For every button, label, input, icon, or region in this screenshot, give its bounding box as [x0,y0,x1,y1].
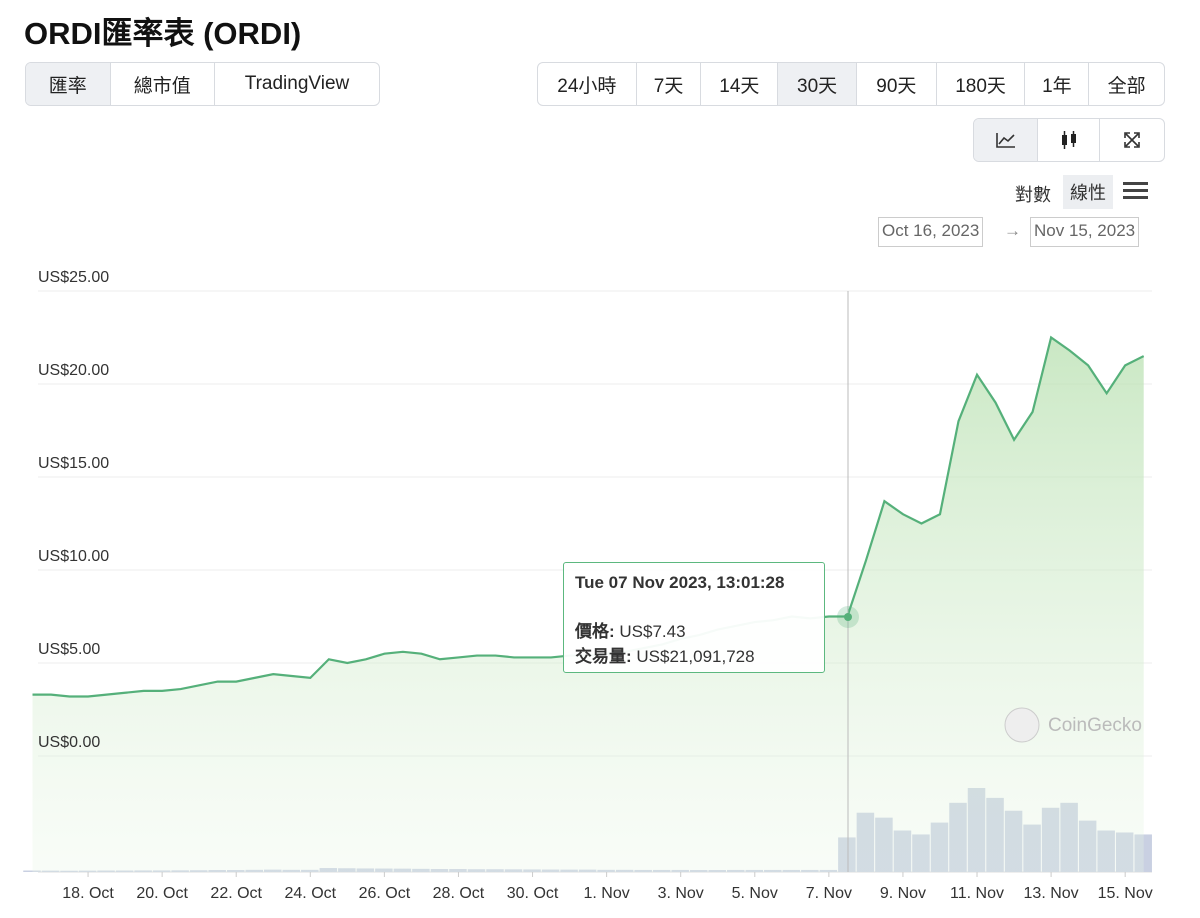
y-tick-label: US$5.00 [38,641,100,658]
tab[interactable]: 總市值 [111,63,215,105]
y-tick-label: US$25.00 [38,269,109,286]
x-tick-label: 18. Oct [62,885,114,902]
volume-bar [23,870,41,872]
tooltip-label: 交易量: [575,647,632,666]
range-button[interactable]: 全部 [1107,75,1146,97]
range-button[interactable]: 30天 [778,63,857,105]
date-from[interactable]: Oct 16, 2023 [878,217,984,247]
tooltip-date: Tue 07 Nov 2023, 13:01:28 [575,573,785,592]
x-tick-label: 30. Oct [507,885,559,902]
x-tick-label: 7. Nov [806,885,852,902]
tooltip: Tue 07 Nov 2023, 13:01:28 價格: US$7.43 交易… [563,562,825,673]
x-tick-label: 13. Nov [1024,885,1079,902]
range-group: 24小時 7天 14天 30天 90天 180天 1年 全部 [537,62,1165,106]
x-tick-label: 24. Oct [285,885,337,902]
x-tick-label: 20. Oct [136,885,188,902]
menu-button[interactable] [1123,182,1148,200]
icon [995,133,1015,148]
tooltip-value: US$7.43 [619,622,686,641]
x-tick-label: 11. Nov [950,885,1004,902]
chart-type-group [973,118,1165,162]
line-chart-button[interactable] [974,119,1039,161]
x-tick-label: 3. Nov [658,885,704,902]
tooltip-row: 交易量: US$21,091,728 [575,642,813,667]
x-tick-label: 28. Oct [433,885,485,902]
candlestick-button[interactable] [1038,119,1100,161]
tooltip-label: 價格: [575,622,615,641]
x-tick-label: 9. Nov [880,885,926,902]
tab[interactable]: TradingView [244,73,350,94]
tooltip-row: 價格: US$7.43 [575,617,813,642]
range-button[interactable]: 1年 [1025,63,1090,105]
x-tick-label: 1. Nov [583,885,629,902]
scale-option[interactable]: 線性 [1063,175,1113,209]
hover-dot [844,613,852,621]
watermark: CoinGecko [1048,715,1142,736]
y-tick-label: US$0.00 [38,734,100,751]
icon [1124,132,1140,148]
range-button[interactable]: 90天 [857,63,937,105]
range-button[interactable]: 14天 [701,63,779,105]
x-tick-label: 22. Oct [210,885,262,902]
date-arrow: → [1004,221,1021,240]
scale-option[interactable]: 對數 [1015,185,1051,205]
range-button[interactable]: 180天 [937,63,1026,105]
tab-group: 匯率 總市值 TradingView [25,62,380,106]
y-tick-label: US$20.00 [38,362,109,379]
x-tick-label: 26. Oct [359,885,411,902]
x-tick-label: 5. Nov [732,885,778,902]
date-to[interactable]: Nov 15, 2023 [1030,217,1140,247]
icon [1061,131,1076,149]
y-tick-label: US$15.00 [38,455,109,472]
tooltip-value: US$21,091,728 [636,647,755,666]
y-tick-label: US$10.00 [38,548,109,565]
watermark-logo [1004,707,1040,743]
range-button[interactable]: 7天 [637,63,702,105]
fullscreen-button[interactable] [1100,119,1164,161]
x-tick-label: 15. Nov [1098,885,1153,902]
page-title: ORDI匯率表 (ORDI) [24,16,302,51]
price-area [32,337,1144,872]
range-button[interactable]: 24小時 [538,63,637,105]
tab[interactable]: 匯率 [26,63,111,105]
